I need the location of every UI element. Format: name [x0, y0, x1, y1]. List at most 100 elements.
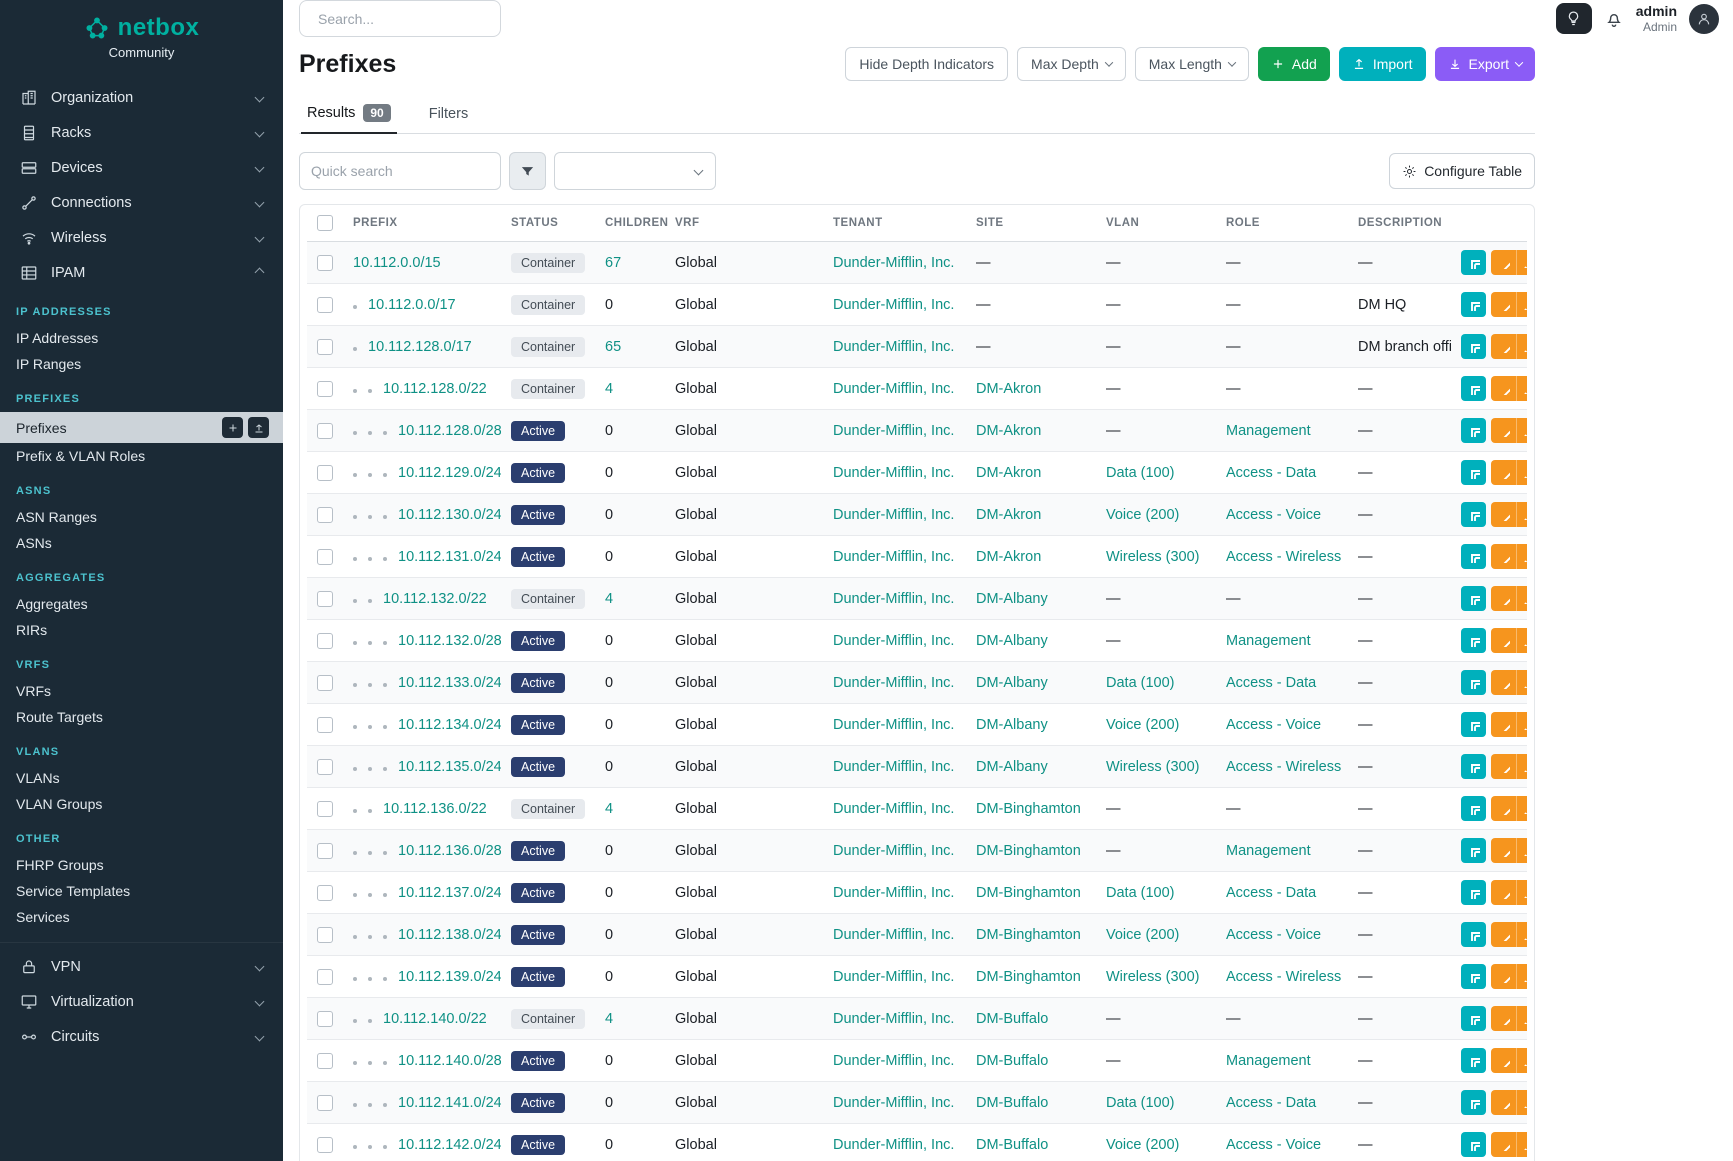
site-cell[interactable]: DM-Buffalo: [966, 997, 1096, 1040]
site-cell[interactable]: DM-Binghamton: [966, 955, 1096, 998]
vlan-cell[interactable]: Data (100): [1096, 451, 1216, 494]
edit-dropdown-button[interactable]: [1516, 460, 1527, 485]
vlan-cell[interactable]: Voice (200): [1096, 703, 1216, 746]
site-cell[interactable]: DM-Akron: [966, 493, 1096, 536]
sidebar-item-prefix-vlan-roles[interactable]: Prefix & VLAN Roles: [0, 443, 283, 469]
sidebar-item-devices[interactable]: Devices: [0, 150, 283, 185]
role-cell[interactable]: Management: [1216, 619, 1348, 662]
column-header-status[interactable]: STATUS: [501, 205, 595, 242]
edit-dropdown-button[interactable]: [1516, 628, 1527, 653]
prefix-link[interactable]: 10.112.0.0/15: [353, 254, 441, 271]
role-cell[interactable]: Access - Data: [1216, 661, 1348, 704]
brand[interactable]: netbox Community: [0, 0, 283, 70]
row-checkbox[interactable]: [317, 380, 333, 397]
tenant-link[interactable]: Dunder-Mifflin, Inc.: [833, 674, 955, 691]
prefix-link[interactable]: 10.112.138.0/24: [398, 926, 501, 943]
tenant-link[interactable]: Dunder-Mifflin, Inc.: [833, 506, 955, 523]
edit-button[interactable]: [1491, 544, 1516, 569]
edit-button[interactable]: [1491, 712, 1516, 737]
row-checkbox[interactable]: [317, 548, 333, 565]
tenant-link[interactable]: Dunder-Mifflin, Inc.: [833, 590, 955, 607]
prefix-link[interactable]: 10.112.136.0/28: [398, 842, 501, 859]
row-checkbox[interactable]: [317, 506, 333, 523]
tenant-link[interactable]: Dunder-Mifflin, Inc.: [833, 1010, 955, 1027]
sidebar-item-prefixes[interactable]: Prefixes: [0, 412, 283, 443]
role-cell[interactable]: Management: [1216, 829, 1348, 872]
quick-add-button[interactable]: [222, 417, 243, 438]
site-cell[interactable]: DM-Binghamton: [966, 787, 1096, 830]
max-depth-dropdown[interactable]: Max Depth: [1017, 47, 1126, 81]
edit-dropdown-button[interactable]: [1516, 754, 1527, 779]
role-cell[interactable]: Access - Wireless: [1216, 745, 1348, 788]
children-count[interactable]: 4: [595, 367, 665, 410]
row-checkbox[interactable]: [317, 422, 333, 439]
copy-button[interactable]: [1461, 460, 1486, 485]
edit-dropdown-button[interactable]: [1516, 1132, 1527, 1157]
sidebar-item-virtualization[interactable]: Virtualization: [0, 984, 283, 1019]
tenant-link[interactable]: Dunder-Mifflin, Inc.: [833, 1136, 955, 1153]
prefix-link[interactable]: 10.112.136.0/22: [383, 800, 487, 817]
children-count[interactable]: 67: [595, 241, 665, 284]
sidebar-item-organization[interactable]: Organization: [0, 80, 283, 115]
copy-button[interactable]: [1461, 250, 1486, 275]
sidebar-item-racks[interactable]: Racks: [0, 115, 283, 150]
role-cell[interactable]: Access - Data: [1216, 1081, 1348, 1124]
edit-dropdown-button[interactable]: [1516, 922, 1527, 947]
row-checkbox[interactable]: [317, 338, 333, 355]
site-cell[interactable]: DM-Akron: [966, 451, 1096, 494]
site-cell[interactable]: DM-Albany: [966, 661, 1096, 704]
vlan-cell[interactable]: Data (100): [1096, 871, 1216, 914]
vlan-cell[interactable]: Data (100): [1096, 661, 1216, 704]
copy-button[interactable]: [1461, 1006, 1486, 1031]
tenant-link[interactable]: Dunder-Mifflin, Inc.: [833, 926, 955, 943]
role-cell[interactable]: Management: [1216, 1039, 1348, 1082]
sidebar-item-ip-addresses[interactable]: IP Addresses: [0, 325, 283, 351]
site-cell[interactable]: DM-Binghamton: [966, 829, 1096, 872]
edit-dropdown-button[interactable]: [1516, 712, 1527, 737]
sidebar-item-vlans[interactable]: VLANs: [0, 765, 283, 791]
sidebar-item-ip-ranges[interactable]: IP Ranges: [0, 351, 283, 377]
children-count[interactable]: 65: [595, 325, 665, 368]
vlan-cell[interactable]: Voice (200): [1096, 913, 1216, 956]
sidebar-item-circuits[interactable]: Circuits: [0, 1019, 283, 1054]
sidebar-item-rirs[interactable]: RIRs: [0, 617, 283, 643]
prefix-link[interactable]: 10.112.130.0/24: [398, 506, 501, 523]
copy-button[interactable]: [1461, 922, 1486, 947]
role-cell[interactable]: Access - Data: [1216, 871, 1348, 914]
edit-button[interactable]: [1491, 376, 1516, 401]
row-checkbox[interactable]: [317, 758, 333, 775]
column-header-children[interactable]: CHILDREN: [595, 205, 668, 242]
configure-table-button[interactable]: Configure Table: [1389, 153, 1535, 189]
edit-dropdown-button[interactable]: [1516, 1048, 1527, 1073]
tab-results[interactable]: Results 90: [301, 95, 397, 134]
prefix-link[interactable]: 10.112.142.0/24: [398, 1136, 501, 1153]
prefix-link[interactable]: 10.112.128.0/17: [368, 338, 472, 355]
site-cell[interactable]: DM-Albany: [966, 745, 1096, 788]
copy-button[interactable]: [1461, 586, 1486, 611]
sidebar-item-asns[interactable]: ASNs: [0, 530, 283, 556]
sidebar-item-services[interactable]: Services: [0, 904, 283, 930]
tenant-link[interactable]: Dunder-Mifflin, Inc.: [833, 716, 955, 733]
row-checkbox[interactable]: [317, 1094, 333, 1111]
children-count[interactable]: 4: [595, 997, 665, 1040]
vlan-cell[interactable]: Data (100): [1096, 1081, 1216, 1124]
copy-button[interactable]: [1461, 1090, 1486, 1115]
column-header-prefix[interactable]: PREFIX: [343, 205, 501, 242]
edit-button[interactable]: [1491, 922, 1516, 947]
edit-button[interactable]: [1491, 964, 1516, 989]
site-cell[interactable]: DM-Akron: [966, 409, 1096, 452]
prefix-link[interactable]: 10.112.141.0/24: [398, 1094, 501, 1111]
edit-button[interactable]: [1491, 250, 1516, 275]
edit-dropdown-button[interactable]: [1516, 250, 1527, 275]
user-menu[interactable]: admin Admin: [1636, 3, 1677, 34]
edit-dropdown-button[interactable]: [1516, 292, 1527, 317]
tenant-link[interactable]: Dunder-Mifflin, Inc.: [833, 296, 955, 313]
row-checkbox[interactable]: [317, 464, 333, 481]
prefix-link[interactable]: 10.112.128.0/28: [398, 422, 501, 439]
sidebar-item-service-templates[interactable]: Service Templates: [0, 878, 283, 904]
edit-button[interactable]: [1491, 838, 1516, 863]
sidebar-item-vlan-groups[interactable]: VLAN Groups: [0, 791, 283, 817]
edit-dropdown-button[interactable]: [1516, 880, 1527, 905]
add-button[interactable]: Add: [1257, 47, 1330, 81]
row-checkbox[interactable]: [317, 1136, 333, 1153]
